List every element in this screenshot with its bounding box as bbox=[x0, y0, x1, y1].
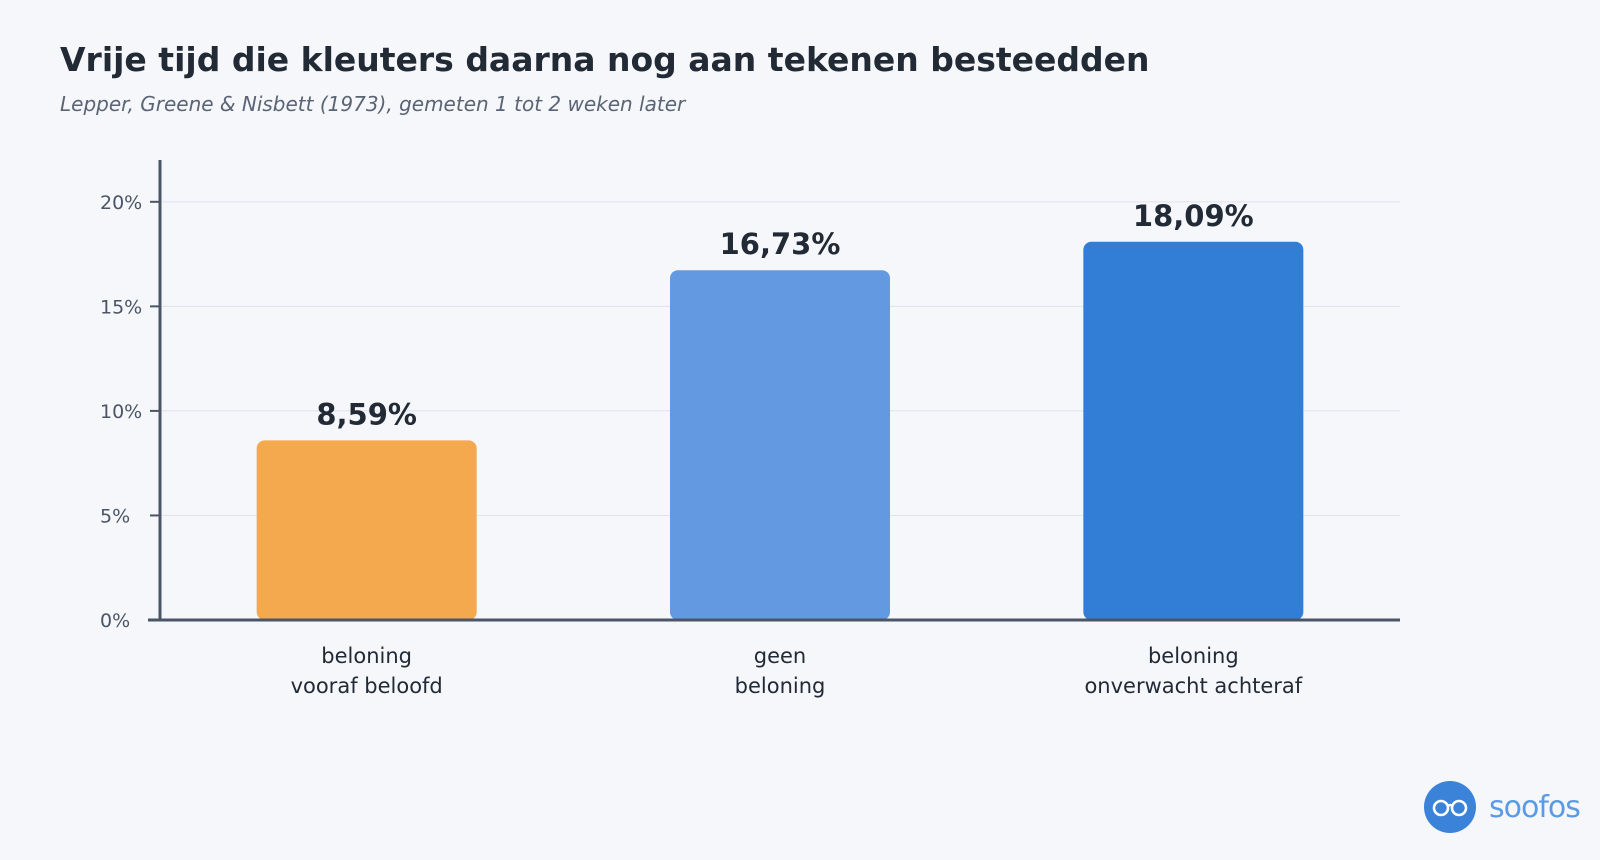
chart-title: Vrije tijd die kleuters daarna nog aan t… bbox=[60, 40, 1150, 79]
bars bbox=[256, 241, 1304, 620]
y-tick-label: 20% bbox=[100, 192, 142, 214]
labels: 8,59% beloning vooraf beloofd 16,73% geen bel… bbox=[291, 199, 1303, 698]
y-tick-label: 10% bbox=[100, 401, 142, 423]
data-label: 8,59% bbox=[316, 397, 417, 431]
y-tick-label: 5% bbox=[100, 505, 130, 527]
brand-logo: soofos bbox=[1424, 781, 1581, 833]
chart-subtitle: Lepper, Greene & Nisbett (1973), gemeten… bbox=[60, 92, 686, 116]
x-tick-label: beloning bbox=[1148, 644, 1239, 668]
axes: 0% 5% 10% 15% 20% bbox=[100, 160, 1400, 632]
x-tick-label: onverwacht achteraf bbox=[1084, 674, 1302, 698]
x-tick-label: vooraf beloofd bbox=[291, 674, 443, 698]
data-label: 16,73% bbox=[720, 227, 841, 261]
y-tick-label: 0% bbox=[100, 610, 130, 632]
x-tick-label: geen bbox=[754, 644, 806, 668]
y-tick-label: 15% bbox=[100, 296, 142, 318]
bar bbox=[670, 270, 890, 620]
data-label: 18,09% bbox=[1133, 199, 1254, 233]
bar bbox=[256, 440, 477, 620]
brand-name: soofos bbox=[1489, 789, 1581, 825]
bar-chart: 0% 5% 10% 15% 20% 8,59% beloning vooraf beloof… bbox=[100, 160, 1400, 698]
x-tick-label: beloning bbox=[321, 644, 412, 668]
x-tick-label: beloning bbox=[735, 674, 826, 698]
bar bbox=[1083, 241, 1304, 620]
glasses-icon bbox=[1424, 781, 1476, 833]
